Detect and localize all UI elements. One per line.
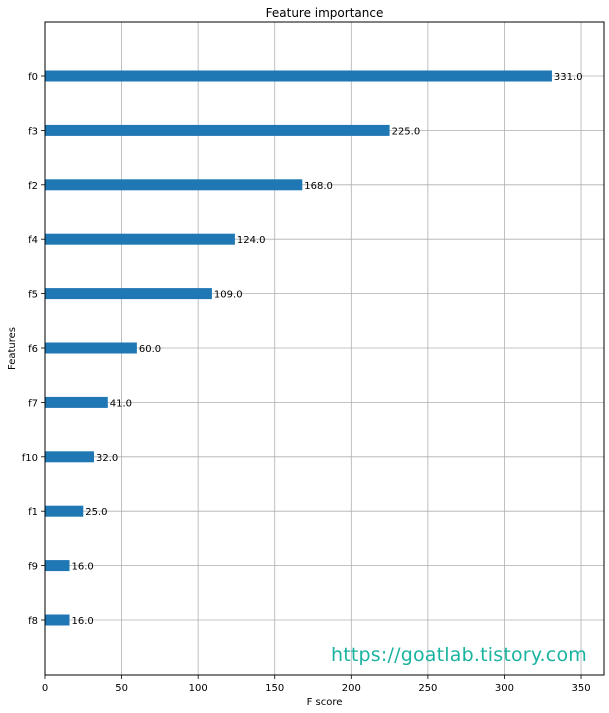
- data-label-f8: 16.0: [72, 616, 94, 627]
- bar-f7: [45, 396, 108, 408]
- y-tick-label: f2: [28, 181, 38, 192]
- bar-f9: [45, 560, 70, 572]
- y-tick-label: f3: [28, 126, 38, 137]
- bar-f10: [45, 451, 95, 463]
- data-label-f6: 60.0: [139, 344, 161, 355]
- data-label-f7: 41.0: [110, 398, 132, 409]
- x-tick-label: 300: [495, 683, 514, 694]
- y-tick-label: f9: [28, 562, 38, 573]
- x-tick-label: 350: [571, 683, 590, 694]
- bar-f5: [45, 288, 212, 300]
- watermark-text: https://goatlab.tistory.com: [331, 644, 587, 666]
- bar-f1: [45, 505, 84, 517]
- x-tick-label: 200: [342, 683, 361, 694]
- data-label-f10: 32.0: [96, 453, 118, 464]
- bar-f0: [45, 70, 552, 82]
- chart-title: Feature importance: [266, 6, 384, 20]
- x-axis-label: F score: [307, 697, 343, 708]
- bar-f6: [45, 342, 137, 354]
- x-tick-label: 100: [189, 683, 208, 694]
- bars: [45, 70, 552, 626]
- x-tick-label: 150: [265, 683, 284, 694]
- data-label-f9: 16.0: [72, 562, 94, 573]
- y-axis-label: Features: [7, 327, 18, 370]
- data-label-f2: 168.0: [304, 181, 333, 192]
- y-tick-label: f8: [28, 616, 38, 627]
- y-tick-label: f6: [28, 344, 38, 355]
- bar-f8: [45, 614, 70, 626]
- data-labels: 331.0 225.0 168.0 124.0 109.0 60.0 41.0 32.0 25.…: [72, 72, 583, 627]
- y-tick-label: f10: [22, 453, 38, 464]
- data-label-f4: 124.0: [237, 235, 266, 246]
- x-tick-label: 50: [115, 683, 128, 694]
- bar-f2: [45, 179, 303, 191]
- y-tick-label: f7: [28, 398, 38, 409]
- plot-frame: [44, 21, 605, 676]
- y-tick-label: f4: [28, 235, 38, 246]
- data-label-f1: 25.0: [85, 507, 107, 518]
- x-tick-label: 250: [418, 683, 437, 694]
- data-label-f5: 109.0: [214, 290, 243, 301]
- x-axis-ticks: 0 50 100 150 200 250 300 350: [42, 675, 591, 694]
- data-label-f0: 331.0: [554, 72, 583, 83]
- y-axis-ticks: f0 f3 f2 f4 f5 f6 f7 f10 f1 f9 f8: [22, 72, 45, 627]
- bar-f4: [45, 233, 235, 245]
- data-label-f3: 225.0: [392, 126, 421, 137]
- y-tick-label: f0: [28, 72, 38, 83]
- y-tick-label: f5: [28, 290, 38, 301]
- x-tick-label: 0: [42, 683, 48, 694]
- y-tick-label: f1: [28, 507, 38, 518]
- bar-f3: [45, 124, 390, 136]
